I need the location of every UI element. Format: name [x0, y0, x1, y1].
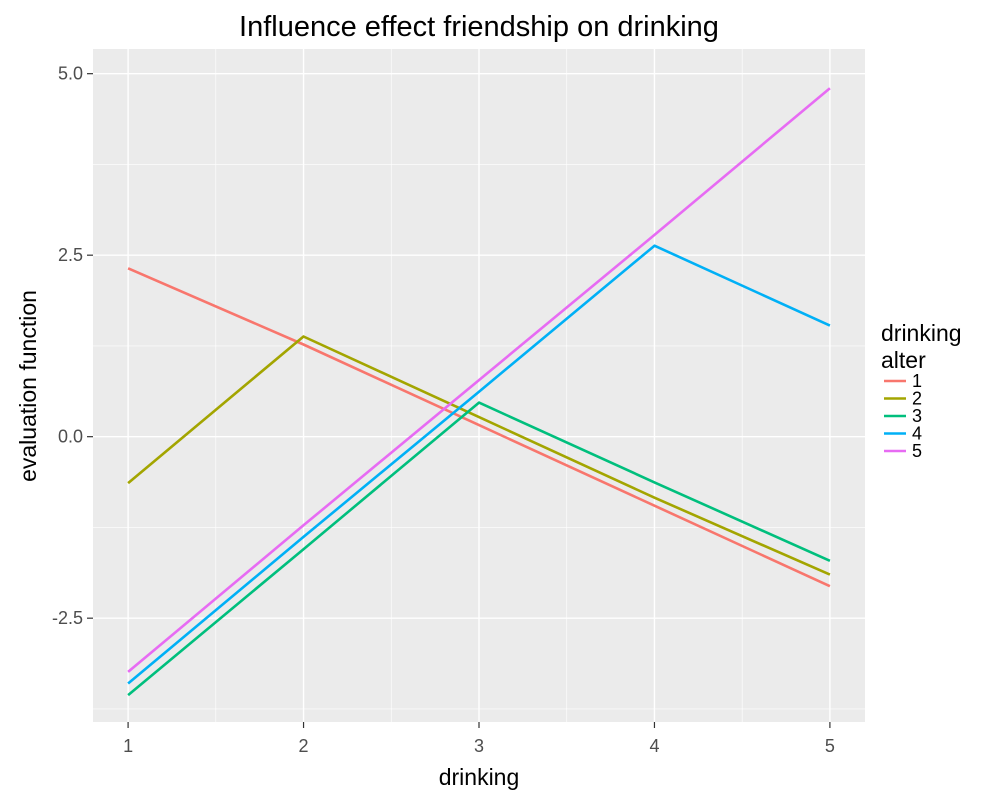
y-axis-title: evaluation function — [15, 290, 41, 482]
legend-label-2: 2 — [912, 389, 922, 409]
x-tick-label: 3 — [474, 736, 484, 756]
chart-title: Influence effect friendship on drinking — [239, 11, 719, 43]
series-line-4 — [127, 244, 831, 685]
x-axis-title: drinking — [439, 764, 520, 790]
legend-title-line1: drinking — [881, 320, 962, 346]
legend-label-3: 3 — [912, 406, 922, 426]
series-line-5 — [127, 87, 831, 673]
series-lines — [127, 87, 831, 697]
y-tick-label: 0.0 — [58, 427, 83, 447]
legend-label-1: 1 — [912, 371, 922, 391]
legend-title-line2: alter — [881, 347, 926, 373]
series-line-3 — [127, 401, 831, 697]
axis-ticks — [87, 73, 831, 728]
series-line-2 — [127, 335, 831, 576]
x-tick-label: 2 — [299, 736, 309, 756]
legend-label-5: 5 — [912, 441, 922, 461]
y-tick-labels: -2.5 0.0 2.5 5.0 — [52, 64, 83, 628]
series-line-1 — [127, 267, 831, 588]
grid-major — [93, 49, 865, 722]
x-tick-label: 1 — [123, 736, 133, 756]
legend-label-4: 4 — [912, 424, 922, 444]
x-tick-label: 4 — [649, 736, 659, 756]
y-tick-label: -2.5 — [52, 608, 83, 628]
x-tick-labels: 1 2 3 4 5 — [123, 736, 835, 756]
y-tick-label: 5.0 — [58, 64, 83, 84]
y-tick-label: 2.5 — [58, 245, 83, 265]
x-tick-label: 5 — [825, 736, 835, 756]
